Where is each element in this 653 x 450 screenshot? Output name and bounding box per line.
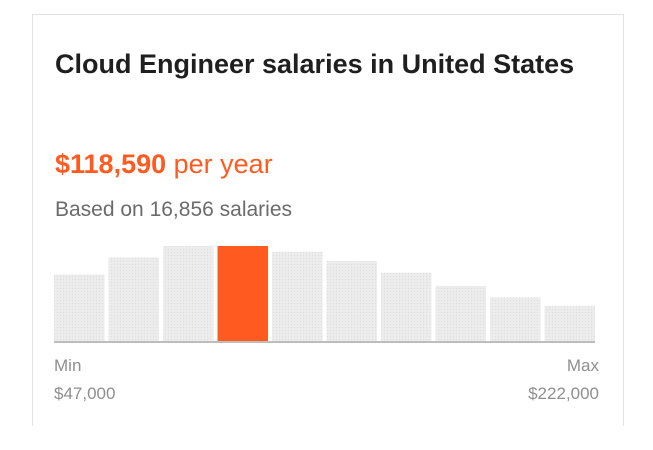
histogram-bar <box>544 305 595 341</box>
histogram-bar <box>272 251 323 341</box>
histogram-bar-highlighted <box>217 246 268 341</box>
min-label: Min <box>54 356 81 375</box>
salary-amount: $118,590 <box>55 149 167 179</box>
salary-card: Cloud Engineer salaries in United States… <box>32 14 624 426</box>
histogram-bar <box>326 261 377 341</box>
histogram-bar <box>108 257 159 341</box>
histogram-bar <box>54 274 105 341</box>
max-label: Max <box>567 356 600 375</box>
histogram-bar <box>163 246 214 341</box>
max-value: $222,000 <box>528 384 599 403</box>
salary-period: per year <box>173 149 273 179</box>
histogram-bar <box>490 297 541 341</box>
salary-figure: $118,590 per year <box>55 147 273 181</box>
min-value: $47,000 <box>54 384 115 403</box>
histogram-bar <box>435 285 486 341</box>
salary-count: Based on 16,856 salaries <box>55 198 292 221</box>
histogram-bar <box>381 272 432 341</box>
card-title: Cloud Engineer salaries in United States <box>55 49 575 79</box>
